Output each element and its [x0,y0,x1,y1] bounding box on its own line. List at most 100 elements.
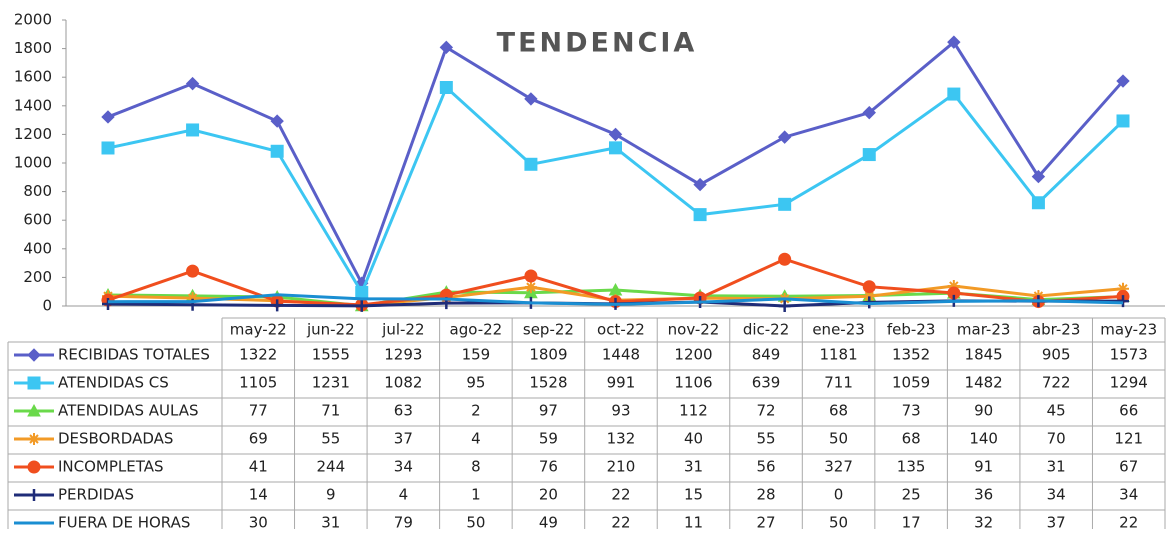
table-cell: 55 [756,430,775,448]
table-cell: 112 [679,402,708,420]
marker [270,144,284,158]
table-cell: 31 [684,458,703,476]
marker [186,264,200,278]
table-cell: 1106 [674,374,712,392]
table-cell: 722 [1042,374,1071,392]
table-cell: 91 [974,458,993,476]
marker [185,76,200,91]
marker [270,114,284,128]
x-tick-label: dic-22 [743,321,789,339]
table-cell: 67 [1119,458,1138,476]
table-cell: 45 [1047,402,1066,420]
marker [27,403,41,417]
table-cell: 17 [902,514,921,530]
marker [524,157,538,171]
x-tick-label: abr-23 [1032,321,1080,339]
table-cell: 40 [684,430,703,448]
y-tick-label: 1000 [14,154,52,172]
table-cell: 34 [394,458,413,476]
table-cell: 1293 [384,346,422,364]
table-cell: 849 [752,346,781,364]
table-cell: 1059 [892,374,930,392]
legend-label: ATENDIDAS CS [58,374,169,392]
x-tick-label: jun-22 [306,321,355,339]
series-line [107,84,1125,296]
marker [862,105,876,120]
table-cell: 50 [466,514,485,530]
table-cell: 9 [326,486,336,504]
table-cell: 4 [399,486,409,504]
table-cell: 1322 [239,346,277,364]
table-cell: 1231 [312,374,350,392]
table-cell: 1809 [529,346,567,364]
table-cell: 50 [829,514,848,530]
table-cell: 25 [902,486,921,504]
table-cell: 56 [756,458,775,476]
legend-label: RECIBIDAS TOTALES [58,346,210,364]
table-cell: 4 [471,430,481,448]
table-cell: 2 [471,402,481,420]
table-cell: 90 [974,402,993,420]
x-tick-label: nov-22 [668,321,720,339]
table-cell: 70 [1047,430,1066,448]
table-cell: 72 [756,402,775,420]
table-cell: 97 [539,402,558,420]
table-cell: 28 [756,486,775,504]
table-cell: 68 [902,430,921,448]
marker [1116,74,1130,88]
y-tick-label: 1400 [14,96,52,114]
marker [27,460,41,474]
marker [28,433,40,445]
marker [186,123,200,137]
table-cell: 0 [834,486,844,504]
y-tick-label: 800 [23,182,52,200]
marker [524,92,538,106]
marker [1117,295,1129,308]
table-cell: 14 [249,486,268,504]
marker [947,87,961,101]
marker [1116,114,1130,128]
table-cell: 66 [1119,402,1138,420]
table-cell: 15 [684,486,703,504]
table-cell: 1352 [892,346,930,364]
y-tick-label: 0 [42,297,52,315]
table-cell: 36 [974,486,993,504]
x-tick-label: feb-23 [887,321,936,339]
table-cell: 76 [539,458,558,476]
marker [439,40,454,55]
series-line [107,293,1124,306]
table-cell: 95 [466,374,485,392]
table-cell: 34 [1119,486,1138,504]
table-cell: 41 [249,458,268,476]
y-tick-label: 200 [23,268,52,286]
marker [101,141,115,155]
table-cell: 71 [321,402,340,420]
table-cell: 121 [1114,430,1143,448]
table-cell: 73 [902,402,921,420]
table-cell: 22 [1119,514,1138,530]
table-cell: 63 [394,402,413,420]
x-tick-label: may-23 [1100,321,1157,339]
marker [271,299,284,312]
y-tick-label: 1800 [14,39,52,57]
marker [947,35,961,49]
table-cell: 37 [1047,514,1066,530]
table-cell: 1294 [1110,374,1148,392]
table-cell: 69 [249,430,268,448]
table-cell: 37 [394,430,413,448]
marker [439,80,453,94]
x-tick-label: oct-22 [597,321,645,339]
legend-label: ATENDIDAS AULAS [58,402,199,420]
x-tick-label: may-22 [230,321,287,339]
marker [1031,196,1045,210]
marker [1117,282,1129,295]
x-tick-label: mar-23 [957,321,1011,339]
table-cell: 1845 [965,346,1003,364]
table-cell: 93 [611,402,630,420]
table-cell: 79 [394,514,413,530]
marker [778,197,792,211]
table-cell: 327 [824,458,853,476]
marker [102,297,114,310]
table-cell: 1555 [312,346,350,364]
